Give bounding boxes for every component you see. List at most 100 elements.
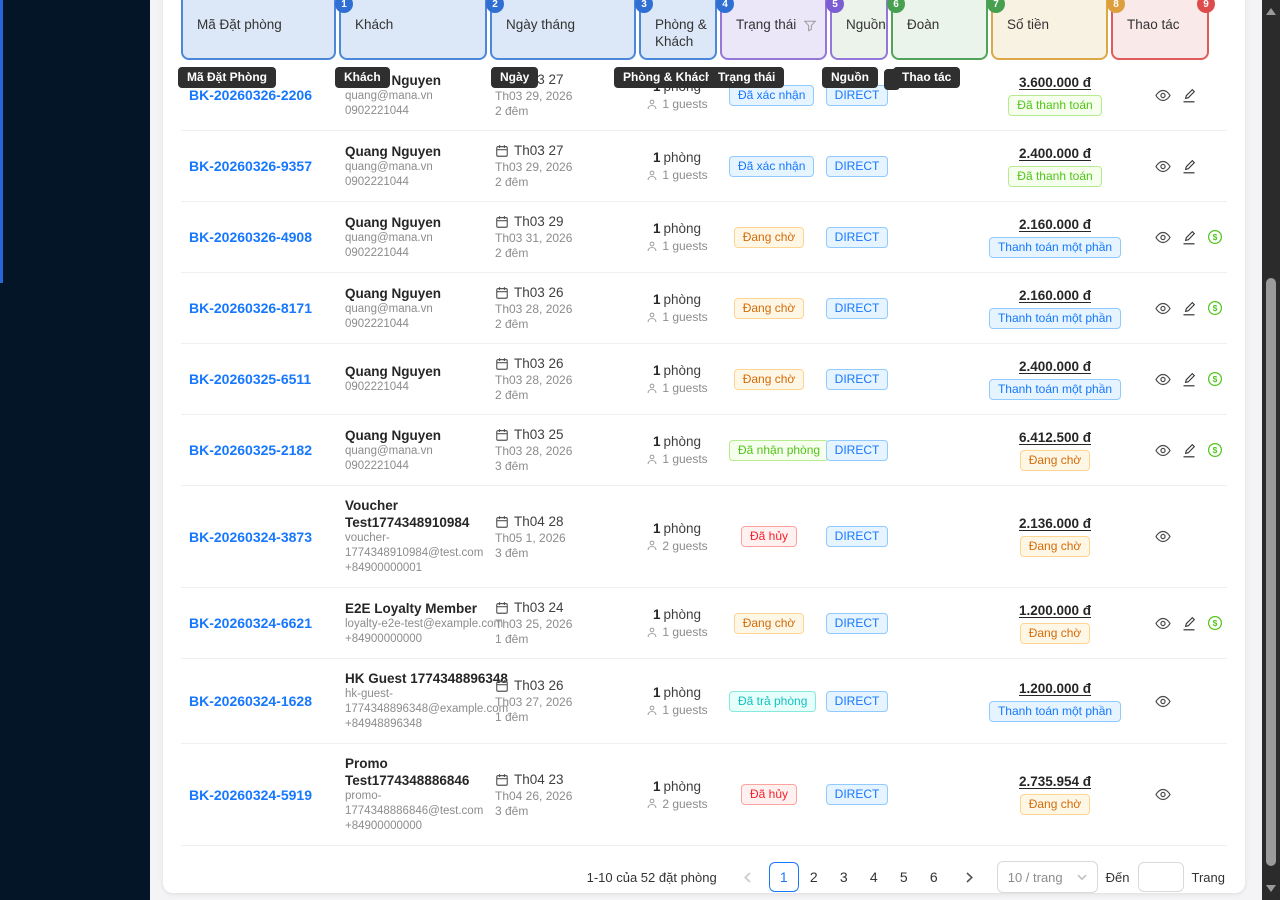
checkin-date: Th03 25	[514, 427, 564, 442]
page-number-button[interactable]: 5	[899, 869, 908, 885]
svg-text:$: $	[1213, 232, 1218, 242]
pencil-icon	[1183, 616, 1196, 630]
guests-count: 1 guests	[662, 168, 708, 182]
edit-action-button[interactable]	[1182, 372, 1196, 387]
booking-code-link[interactable]: BK-20260326-4908	[189, 229, 312, 245]
page-number-button[interactable]: 6	[929, 869, 938, 885]
column-header-cell[interactable]: 5 Nguồn	[826, 0, 888, 60]
next-page-button[interactable]	[957, 862, 983, 892]
scrollbar-thumb[interactable]	[1266, 278, 1276, 866]
scrollbar-up-arrow[interactable]	[1266, 8, 1276, 15]
checkin-date: Th03 26	[514, 356, 564, 371]
edit-action-button[interactable]	[1182, 159, 1196, 174]
booking-code-link[interactable]: BK-20260326-9357	[189, 158, 312, 174]
column-header-cell[interactable]: 7 Số tiền	[987, 0, 1108, 60]
guests-count: 2 guests	[662, 538, 708, 553]
guest-name: Quang Nguyen	[345, 143, 479, 160]
column-header-label: Mã Đặt phòng	[197, 17, 282, 32]
checkin-date: Th03 26	[514, 678, 564, 693]
cell-status: Đang chờ	[721, 216, 817, 259]
column-tooltip: Ngày	[491, 67, 539, 88]
view-action-button[interactable]	[1155, 788, 1171, 801]
payment-action-button[interactable]: $	[1207, 442, 1223, 458]
edit-action-button[interactable]	[1182, 616, 1196, 631]
page-number-button[interactable]: 4	[869, 869, 878, 885]
column-header-label: Khách	[355, 17, 394, 32]
column-step-badge: 2	[486, 0, 504, 13]
guest-phone: 0902221044	[345, 381, 409, 393]
pagination-summary: 1-10 của 52 đặt phòng	[586, 869, 717, 885]
view-action-button[interactable]	[1155, 89, 1171, 102]
column-header-cell[interactable]: Mã Đặt phòng	[181, 0, 336, 60]
view-action-button[interactable]	[1155, 302, 1171, 315]
column-header-label: Ngày tháng	[506, 17, 576, 32]
cell-dates: Th03 26 Th03 27, 2026 1 đêm	[487, 666, 633, 736]
booking-code-link[interactable]: BK-20260324-1628	[189, 693, 312, 709]
cell-amount: 2.136.000 đ Đang chờ	[977, 505, 1133, 568]
source-badge: DIRECT	[825, 526, 889, 547]
booking-code-link[interactable]: BK-20260326-8171	[189, 300, 312, 316]
page-number-button[interactable]: 2	[809, 869, 818, 885]
column-header-cell[interactable]: 2 Ngày tháng	[486, 0, 636, 60]
edit-action-button[interactable]	[1182, 443, 1196, 458]
view-action-button[interactable]	[1155, 231, 1171, 244]
column-header-cell[interactable]: 3 Phòng & Khách	[635, 0, 717, 60]
page-scrollbar[interactable]	[1262, 0, 1280, 900]
calendar-icon	[496, 773, 508, 786]
page-size-value: 10 / trang	[1007, 869, 1063, 885]
booking-code-link[interactable]: BK-20260326-2206	[189, 87, 312, 103]
column-header-label: Phòng & Khách	[655, 17, 707, 49]
filter-icon[interactable]	[804, 20, 816, 32]
column-tooltip: Thao tác	[883, 67, 961, 90]
view-action-button[interactable]	[1155, 373, 1171, 386]
guest-name: Voucher Test1774348910984	[345, 497, 479, 531]
guest-name: HK Guest 1774348896348	[345, 670, 508, 687]
booking-code-link[interactable]: BK-20260324-3873	[189, 528, 312, 545]
guest-email-line: 1774348896348@example.com	[345, 703, 509, 715]
pencil-icon	[1183, 301, 1196, 315]
prev-page-button[interactable]	[735, 862, 761, 892]
column-header-cell[interactable]: 1 Khách	[335, 0, 487, 60]
booking-code-link[interactable]: BK-20260324-6621	[189, 615, 312, 631]
page-number-button[interactable]: 3	[839, 869, 848, 885]
booking-code-link[interactable]: BK-20260325-6511	[189, 371, 312, 387]
booking-code-link[interactable]: BK-20260324-5919	[189, 786, 312, 803]
guest-email: quang@mana.vn	[345, 302, 479, 317]
edit-action-button[interactable]	[1182, 230, 1196, 245]
calendar-icon	[496, 145, 508, 157]
cell-dates: Th04 28 Th05 1, 2026 3 đêm	[487, 502, 633, 572]
payment-action-button[interactable]: $	[1207, 615, 1223, 631]
payment-action-button[interactable]: $	[1207, 229, 1223, 245]
table-row: BK-20260324-5919 Promo Test1774348886846 …	[181, 744, 1227, 846]
column-header-label: Nguồn	[846, 17, 886, 32]
svg-text:$: $	[1213, 303, 1218, 313]
view-action-button[interactable]	[1155, 160, 1171, 173]
amount-value: 6.412.500 đ	[1018, 429, 1092, 445]
guest-name-line: Quang Nguyen	[345, 364, 442, 379]
edit-action-button[interactable]	[1182, 88, 1196, 103]
pencil-icon	[1183, 443, 1196, 457]
payment-action-button[interactable]: $	[1207, 300, 1223, 316]
view-action-button[interactable]	[1155, 617, 1171, 630]
cell-source: DIRECT	[817, 358, 897, 401]
person-icon	[647, 798, 657, 809]
column-header-cell[interactable]: 8 Thao tác 9	[1107, 0, 1215, 60]
view-action-button[interactable]	[1155, 695, 1171, 708]
page-size-select[interactable]: 10 / trang	[996, 861, 1098, 893]
column-header-cell[interactable]: 6 Đoàn	[887, 0, 988, 60]
cell-dates: Th03 29 Th03 31, 2026 2 đêm	[487, 202, 633, 272]
scrollbar-down-arrow[interactable]	[1266, 885, 1276, 892]
payment-action-button[interactable]: $	[1207, 371, 1223, 387]
nights: 3 đêm	[495, 803, 529, 818]
view-action-button[interactable]	[1155, 444, 1171, 457]
column-header-cell[interactable]: 4 Trạng thái	[716, 0, 827, 60]
view-action-button[interactable]	[1155, 530, 1171, 543]
source-badge: DIRECT	[825, 784, 889, 805]
payment-status-badge: Thanh toán một phần	[988, 236, 1122, 258]
edit-action-button[interactable]	[1182, 301, 1196, 316]
page-number-button[interactable]: 1	[768, 862, 799, 892]
goto-page-input[interactable]	[1137, 862, 1184, 892]
booking-code-link[interactable]: BK-20260325-2182	[189, 442, 312, 458]
